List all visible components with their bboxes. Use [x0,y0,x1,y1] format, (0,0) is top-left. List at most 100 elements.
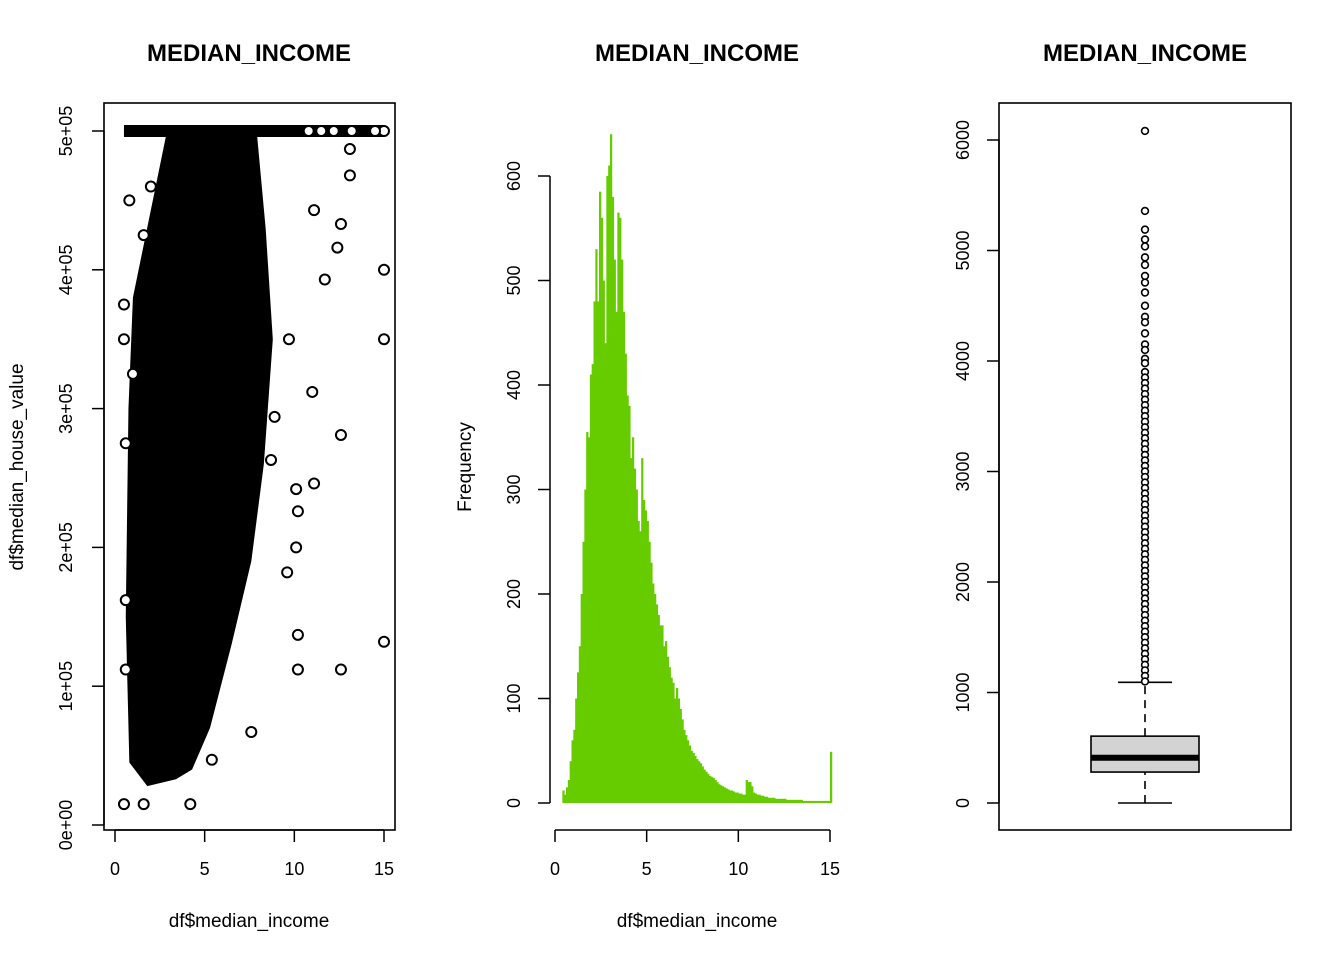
scatter-point [291,663,304,676]
scatter-point [291,628,304,641]
scatter-point [369,124,382,137]
scatter-point [265,453,278,466]
histogram-bar [773,797,776,803]
histogram-bar [776,798,780,803]
scatter-point [308,477,321,490]
boxplot-y-tick-label: 6000 [953,120,973,160]
histogram-x-tick-label: 15 [820,859,840,879]
histogram-bar [696,759,699,803]
boxplot-outlier [1140,329,1150,338]
scatter-point [137,798,150,811]
scatter-x-tick-label: 15 [374,859,394,879]
scatter-point [306,385,319,398]
scatter-y-tick-label: 2e+05 [56,522,76,573]
histogram-bar [727,789,730,803]
histogram-bar [699,763,703,803]
scatter-point [308,204,321,217]
boxplot-outlier [1140,677,1150,686]
histogram-bar [771,797,774,803]
histogram-bar [578,646,582,803]
histogram-bar [765,796,769,803]
boxplot-outlier [1140,359,1150,368]
scatter-point [184,798,197,811]
histogram-bar [712,777,715,803]
scatter-point [318,273,331,286]
histogram-bar [650,562,653,803]
histogram-bar [705,771,708,803]
scatter-point [334,663,347,676]
histogram-bar [654,594,657,803]
histogram-bar [806,800,809,803]
histogram-bar [641,458,644,803]
histogram-bar [632,437,635,803]
histogram-title: MEDIAN_INCOME [595,40,799,67]
scatter-point [315,124,328,137]
scatter-point [378,263,390,276]
scatter-y-tick-label: 3e+05 [56,383,76,434]
histogram-bar [703,769,706,803]
scatter-point [245,726,258,739]
boxplot-y-tick-label: 5000 [953,230,973,270]
scatter-point [290,483,303,496]
histogram-bar [694,755,697,803]
histogram-bar [573,729,576,803]
histogram-y-tick-label: 100 [504,683,524,713]
histogram-bar [769,797,772,803]
scatter-point [281,566,294,579]
histogram-bar [580,594,583,803]
histogram-bar [622,311,626,803]
scatter-y-label: df$median_house_value [7,363,28,570]
histogram-bar [780,798,783,803]
scatter-point [343,143,356,156]
histogram-bar [822,800,825,803]
histogram-y-tick-label: 0 [504,798,524,808]
histogram-bar [591,364,594,803]
histogram-bar [630,458,633,803]
scatter-point [137,229,150,242]
histogram-bar [784,798,787,803]
scatter-x-axis: 0 5 10 15 [110,829,394,879]
histogram-y-tick-label: 200 [504,579,524,609]
histogram-x-axis: 0 5 10 15 [550,829,840,879]
histogram-bar [749,782,752,803]
histogram-bar [736,792,739,803]
histogram-bar [626,395,629,803]
histogram-bar [767,797,770,803]
histogram-bar [613,259,616,804]
histogram-bar [725,788,728,803]
histogram-bar [564,794,567,803]
scatter-point [334,217,347,230]
histogram-bar [644,510,648,803]
boxplot-outlier [1140,253,1150,262]
boxplot-title: MEDIAN_INCOME [1043,40,1247,67]
boxplot-outlier [1140,235,1150,244]
histogram-bar [740,793,743,803]
histogram-bar [809,800,813,803]
histogram-bar [595,249,598,803]
boxplot-outlier [1140,288,1150,297]
scatter-points [117,124,390,811]
histogram-bar [635,489,638,803]
boxplot-y-axis: 0 1000 2000 3000 4000 5000 6000 [953,120,1000,808]
histogram-bar [666,656,670,803]
scatter-point [119,663,132,676]
histogram-x-label: df$median_income [617,911,778,932]
histogram-bar [734,792,737,803]
scatter-point [117,798,130,811]
histogram-bar [655,604,659,803]
histogram-bar [633,468,637,803]
boxplot-outlier [1140,206,1150,216]
scatter-panel: MEDIAN_INCOME 0 5 10 15 0e+00 1e+05 2e+05 3e+0… [7,40,396,932]
histogram-bar [665,641,668,803]
scatter-point [144,180,157,193]
histogram-bar [747,782,750,803]
boxplot-outlier [1140,301,1150,310]
histogram-bar [615,311,618,803]
histogram-bar [617,212,620,803]
histogram-bar [679,708,682,803]
histogram-bar [604,343,607,803]
histogram-bar [606,176,609,803]
histogram-bar [714,780,717,803]
histogram-bar [610,134,613,803]
